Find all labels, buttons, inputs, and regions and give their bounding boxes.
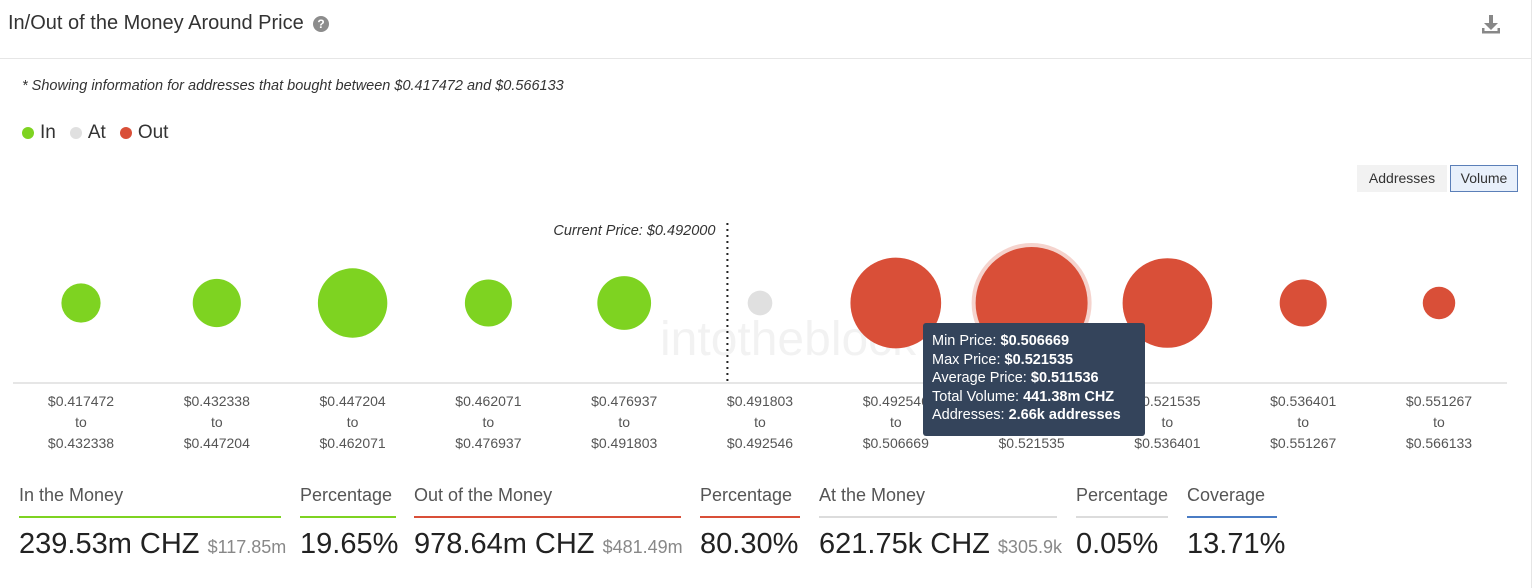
x-tick-label: $0.492546 bbox=[863, 393, 929, 409]
stat-out-percentage: Percentage 80.30% bbox=[700, 480, 800, 561]
stat-out-of-the-money: Out of the Money 978.64m CHZ $481.49m bbox=[414, 480, 683, 561]
stat-in-percentage: Percentage 19.65% bbox=[300, 480, 399, 561]
stat-rule bbox=[1076, 516, 1168, 518]
x-tick-label: $0.536401 bbox=[1270, 393, 1336, 409]
stat-rule bbox=[700, 516, 800, 518]
x-tick-label: to bbox=[890, 414, 902, 430]
x-tick-label: $0.462071 bbox=[320, 435, 386, 451]
x-tick-label: $0.506669 bbox=[863, 435, 929, 451]
stat-label: Percentage bbox=[1076, 485, 1169, 505]
stat-label: In the Money bbox=[19, 485, 124, 505]
bubble-out bbox=[1422, 286, 1456, 320]
legend: In At Out bbox=[22, 122, 168, 144]
bubble-in bbox=[464, 279, 512, 327]
stat-label: At the Money bbox=[819, 485, 926, 505]
stat-value: 239.53m CHZ $117.85m bbox=[19, 528, 287, 560]
legend-dot-out bbox=[119, 127, 132, 139]
x-tick-label: to bbox=[1162, 414, 1174, 430]
stat-value: 13.71% bbox=[1187, 528, 1286, 560]
x-tick-label: $0.521535 bbox=[1134, 393, 1200, 409]
stat-value: 0.05% bbox=[1076, 528, 1159, 560]
tooltip-max-price: Max Price: $0.521535 bbox=[932, 351, 1074, 368]
card-header: In/Out of the Money Around Price ? bbox=[0, 0, 1532, 59]
x-tick-label: to bbox=[754, 414, 766, 430]
x-tick-label: $0.491803 bbox=[727, 393, 793, 409]
x-tick-label: $0.551267 bbox=[1406, 393, 1472, 409]
legend-label-out: Out bbox=[137, 122, 169, 143]
bubble-out bbox=[1122, 258, 1213, 348]
stat-label: Out of the Money bbox=[414, 485, 553, 505]
bubble-out bbox=[1279, 279, 1327, 327]
x-tick-label: $0.491803 bbox=[591, 435, 657, 451]
download-icon[interactable] bbox=[1480, 13, 1502, 35]
stat-in-the-money: In the Money 239.53m CHZ $117.85m bbox=[19, 480, 287, 561]
range-note: * Showing information for addresses that… bbox=[22, 78, 564, 94]
legend-item-out[interactable]: Out bbox=[119, 122, 169, 144]
stat-rule bbox=[1187, 516, 1277, 518]
stat-rule bbox=[19, 516, 281, 518]
x-tick-label: $0.447204 bbox=[320, 393, 386, 409]
tooltip-avg-price: Average Price: $0.511536 bbox=[932, 370, 1099, 387]
tooltip-total-volume: Total Volume: 441.38m CHZ bbox=[932, 388, 1115, 405]
current-price-label: Current Price: $0.492000 bbox=[553, 223, 715, 239]
legend-dot-at bbox=[69, 127, 82, 139]
bubble-tooltip: Min Price: $0.506669 Max Price: $0.52153… bbox=[923, 323, 1145, 436]
page-title: In/Out of the Money Around Price bbox=[8, 12, 304, 34]
x-tick-label: $0.476937 bbox=[455, 435, 521, 451]
x-tick-label: $0.462071 bbox=[455, 393, 521, 409]
help-icon[interactable]: ? bbox=[313, 16, 329, 32]
tooltip-min-price: Min Price: $0.506669 bbox=[932, 333, 1070, 349]
x-tick-label: $0.447204 bbox=[184, 435, 250, 451]
bubble-in bbox=[61, 283, 101, 323]
x-tick-label: to bbox=[1297, 414, 1309, 430]
stat-rule bbox=[819, 516, 1057, 518]
legend-label-in: In bbox=[40, 122, 56, 143]
legend-item-at[interactable]: At bbox=[69, 122, 106, 144]
volume-toggle-button[interactable]: Volume bbox=[1450, 165, 1518, 192]
bubble-in bbox=[317, 268, 388, 338]
x-tick-label: to bbox=[347, 414, 359, 430]
addresses-toggle-button[interactable]: Addresses bbox=[1357, 165, 1447, 192]
x-tick-label: $0.492546 bbox=[727, 435, 793, 451]
x-tick-label: $0.432338 bbox=[48, 435, 114, 451]
x-tick-label: $0.432338 bbox=[184, 393, 250, 409]
x-tick-label: to bbox=[483, 414, 495, 430]
x-tick-label: to bbox=[1433, 414, 1445, 430]
stat-value: 19.65% bbox=[300, 528, 399, 560]
x-tick-label: to bbox=[211, 414, 223, 430]
stat-at-the-money: At the Money 621.75k CHZ $305.9k bbox=[819, 480, 1062, 561]
stat-label: Percentage bbox=[300, 485, 393, 505]
stat-value: 80.30% bbox=[700, 528, 799, 560]
bubble-at bbox=[747, 290, 773, 316]
x-tick-label: $0.536401 bbox=[1134, 435, 1200, 451]
x-tick-label: to bbox=[618, 414, 630, 430]
card-border bbox=[1531, 0, 1532, 588]
stat-value: 978.64m CHZ $481.49m bbox=[414, 528, 683, 560]
bubble-out bbox=[850, 257, 942, 349]
stat-label: Percentage bbox=[700, 485, 793, 505]
stat-at-percentage: Percentage 0.05% bbox=[1076, 480, 1168, 561]
stat-rule bbox=[414, 516, 681, 518]
x-tick-label: $0.417472 bbox=[48, 393, 114, 409]
x-tick-label: $0.551267 bbox=[1270, 435, 1336, 451]
stat-rule bbox=[300, 516, 396, 518]
stat-coverage: Coverage 13.71% bbox=[1187, 480, 1286, 561]
x-tick-label: to bbox=[75, 414, 87, 430]
x-tick-label: $0.476937 bbox=[591, 393, 657, 409]
legend-dot-in bbox=[22, 127, 34, 139]
legend-label-at: At bbox=[87, 122, 106, 143]
bubble-in bbox=[597, 276, 652, 330]
x-tick-label: $0.521535 bbox=[999, 435, 1065, 451]
stat-label: Coverage bbox=[1187, 485, 1266, 505]
tooltip-addresses: Addresses: 2.66k addresses bbox=[932, 407, 1121, 424]
bubble-in bbox=[192, 278, 241, 328]
x-tick-label: $0.566133 bbox=[1406, 435, 1472, 451]
legend-item-in[interactable]: In bbox=[22, 122, 56, 144]
stat-value: 621.75k CHZ $305.9k bbox=[819, 528, 1062, 560]
